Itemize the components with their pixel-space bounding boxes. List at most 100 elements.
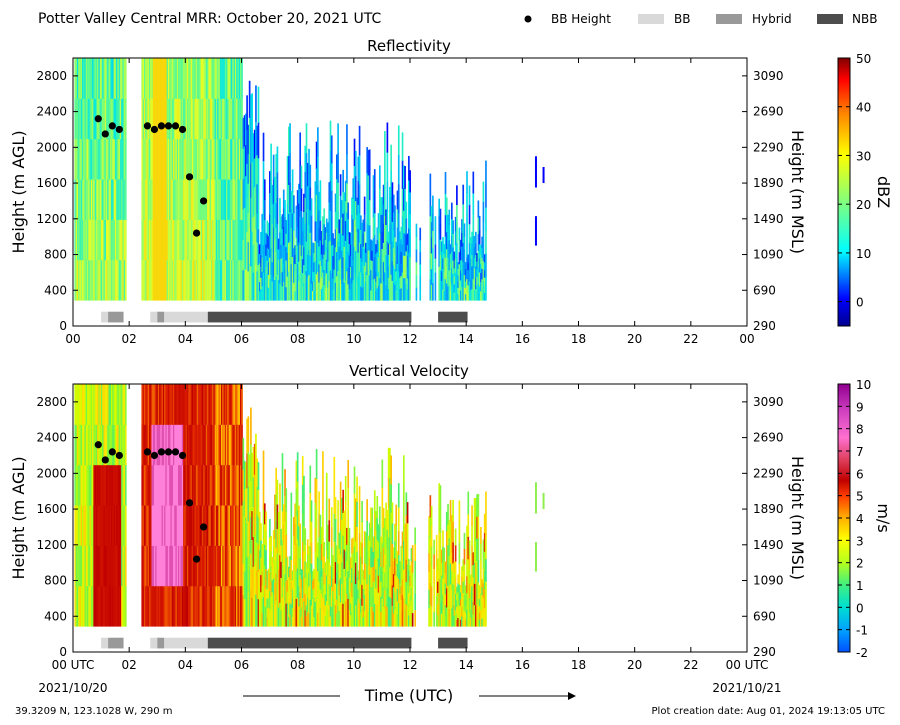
bb-type-segment-hybrid: [108, 311, 124, 323]
isolated-echo: [534, 156, 537, 188]
colorbar-tick-label: 3: [856, 534, 864, 548]
bb-type-segment-nbb: [207, 311, 412, 323]
isolated-echo: [534, 542, 537, 572]
bb-height-point: [199, 523, 208, 531]
bb-height-point: [108, 448, 116, 456]
reflectivity-colorbar-label: dBZ: [874, 176, 893, 208]
bb-height-point: [150, 451, 159, 460]
x-tick-label: 14: [459, 332, 474, 346]
colorbar-tick-label: 4: [856, 512, 864, 526]
x-tick-label: 20: [627, 658, 642, 672]
bb-type-segment-hybrid: [157, 637, 165, 649]
colorbar-tick-label: 1: [856, 579, 864, 593]
isolated-echo: [534, 482, 537, 514]
bb-height-point: [157, 122, 166, 130]
time-axis-label: Time (UTC): [364, 686, 453, 705]
heatmap-field: [74, 384, 545, 627]
colorbar-tick-label: -1: [856, 624, 868, 638]
colorbar-tick-label: 30: [856, 149, 871, 163]
colorbar-tick-label: 7: [856, 445, 864, 459]
reflectivity-title: Reflectivity: [367, 37, 451, 55]
bb-height-point: [192, 555, 201, 563]
x-tick-label: 04: [178, 658, 193, 672]
x-tick-label: 12: [402, 658, 417, 672]
bb-height-point: [157, 448, 166, 456]
bb-type-segment-hybrid: [157, 311, 165, 323]
y-right-tick-label: 3090: [753, 69, 784, 83]
y-right-tick-label: 690: [753, 609, 776, 623]
colorbar-tick-label: 6: [856, 467, 864, 481]
bb-height-point: [171, 122, 180, 130]
colorbar-tick-label: 0: [856, 296, 864, 310]
velocity-ylabel-right: Height (m MSL): [788, 456, 807, 580]
bb-type-segment-nbb: [207, 637, 412, 649]
bb-height-point: [101, 456, 109, 464]
colorbar-scale: [837, 57, 851, 327]
vertical-velocity-panel: Vertical Velocity 00 UTC 02 04 06 08 10 12 14 16…: [9, 362, 893, 672]
y-tick-label: 400: [44, 283, 67, 297]
x-tick-label: 10: [346, 658, 361, 672]
y-tick-label: 2400: [36, 105, 67, 119]
colorbar-tick-label: 10: [856, 247, 871, 261]
y-right-tick-label: 3090: [753, 395, 784, 409]
legend-bb-height-marker: [524, 15, 532, 23]
y-right-tick-label: 2690: [753, 105, 784, 119]
legend: BB Height BB Hybrid NBB: [524, 12, 877, 26]
bb-height-point: [178, 125, 187, 134]
bb-height-point: [94, 115, 102, 123]
x-tick-label: 16: [515, 332, 530, 346]
time-arrow-head-icon: [568, 692, 576, 700]
plot-creation-date: Plot creation date: Aug 01, 2024 19:13:0…: [652, 706, 885, 717]
y-tick-label: 2800: [36, 69, 67, 83]
bb-height-point: [108, 122, 116, 130]
y-tick-label: 800: [44, 248, 67, 262]
bb-height-point: [164, 122, 173, 130]
y-tick-label: 2000: [36, 140, 67, 154]
isolated-echo: [542, 166, 545, 184]
bb-type-segment-bb: [164, 637, 208, 649]
x-tick-label: 18: [571, 332, 586, 346]
y-right-tick-label: 1490: [753, 212, 784, 226]
x-tick-label: 02: [122, 332, 137, 346]
legend-bb-height-label: BB Height: [551, 12, 611, 26]
bb-type-segment-bb: [101, 637, 109, 649]
bb-type-segment-bb: [164, 311, 208, 323]
date-start-label: 2021/10/20: [38, 681, 107, 695]
y-right-tick-label: 1090: [753, 248, 784, 262]
velocity-colorbar: -2 -1 0 1 2 3 4 5 6 7 8 9 10: [837, 378, 871, 660]
y-right-tick-label: 290: [753, 319, 776, 333]
legend-nbb-label: NBB: [852, 12, 877, 26]
x-tick-label: 22: [683, 658, 698, 672]
y-tick-label: 2800: [36, 395, 67, 409]
date-end-label: 2021/10/21: [712, 681, 781, 695]
legend-nbb-swatch: [817, 14, 843, 24]
bb-height-point: [115, 451, 123, 460]
heatmap-field: [74, 58, 545, 301]
bb-height-point: [94, 441, 102, 449]
bb-type-segment-hybrid: [108, 637, 124, 649]
legend-hybrid-label: Hybrid: [752, 12, 792, 26]
bb-type-segment-nbb: [438, 637, 468, 649]
bb-type-segment-bb: [101, 311, 109, 323]
site-location: 39.3209 N, 123.1028 W, 290 m: [15, 706, 173, 717]
y-right-tick-label: 1890: [753, 502, 784, 516]
colorbar-tick-label: 40: [856, 101, 871, 115]
y-tick-label: 0: [59, 645, 67, 659]
y-right-tick-label: 290: [753, 645, 776, 659]
colorbar-tick-label: -2: [856, 646, 868, 660]
bb-height-point: [150, 125, 159, 134]
bb-height-point: [171, 448, 180, 456]
y-tick-label: 1600: [36, 502, 67, 516]
bb-height-point: [178, 451, 187, 460]
figure-title: Potter Valley Central MRR: October 20, 2…: [38, 11, 381, 27]
bb-height-point: [192, 229, 201, 237]
velocity-title: Vertical Velocity: [349, 362, 469, 380]
x-tick-label: 12: [402, 332, 417, 346]
x-tick-label: 00: [739, 332, 754, 346]
reflectivity-ylabel: Height (m AGL): [9, 130, 28, 253]
x-tick-label: 08: [290, 332, 305, 346]
x-tick-label: 00 UTC: [52, 658, 95, 672]
y-right-tick-label: 2290: [753, 140, 784, 154]
colorbar-tick-label: 10: [856, 378, 871, 392]
